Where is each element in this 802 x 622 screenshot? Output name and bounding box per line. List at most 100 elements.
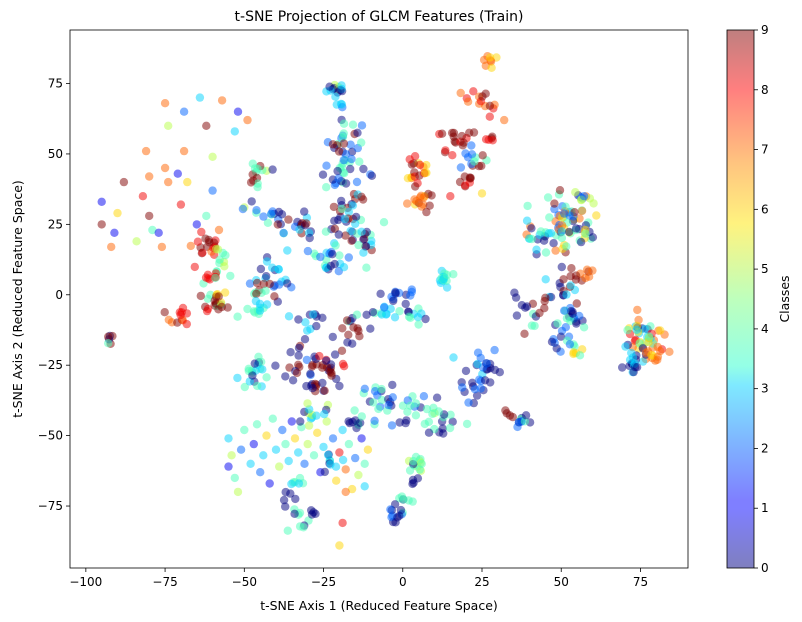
scatter-point xyxy=(582,265,592,274)
scatter-point xyxy=(348,120,358,129)
scatter-point xyxy=(290,509,299,518)
scatter-point xyxy=(321,227,331,236)
scatter-point xyxy=(403,199,412,208)
colorbar-tick-label: 3 xyxy=(761,382,769,396)
scatter-point xyxy=(195,93,205,102)
scatter-point xyxy=(380,303,389,312)
scatter-point xyxy=(366,324,375,333)
scatter-point xyxy=(481,135,491,144)
scatter-point xyxy=(313,428,322,437)
scatter-point xyxy=(369,398,378,407)
scatter-point xyxy=(357,192,366,201)
scatter-point xyxy=(569,348,578,357)
scatter-point xyxy=(487,63,496,72)
scatter-point xyxy=(294,448,303,457)
scatter-point xyxy=(224,462,233,471)
scatter-point xyxy=(401,299,410,309)
scatter-point xyxy=(419,193,428,202)
scatter-point xyxy=(224,434,233,443)
scatter-point xyxy=(245,279,255,288)
scatter-point xyxy=(541,275,550,284)
scatter-point xyxy=(357,412,366,421)
scatter-point xyxy=(571,188,580,197)
scatter-point xyxy=(230,127,239,136)
scatter-point xyxy=(250,359,259,368)
scatter-point xyxy=(561,202,570,211)
scatter-point xyxy=(303,326,312,335)
scatter-point xyxy=(221,251,230,260)
scatter-point xyxy=(154,228,163,237)
scatter-point xyxy=(281,487,290,497)
colorbar-label: Classes xyxy=(777,275,792,322)
scatter-point xyxy=(485,101,495,111)
scatter-point xyxy=(344,330,353,339)
scatter-point xyxy=(281,502,290,511)
scatter-point xyxy=(391,288,400,297)
scatter-point xyxy=(557,262,566,272)
scatter-point xyxy=(467,141,476,150)
scatter-point xyxy=(505,411,515,420)
scatter-point xyxy=(267,209,276,218)
scatter-point xyxy=(490,365,500,375)
scatter-point xyxy=(290,434,300,443)
chart-title: t-SNE Projection of GLCM Features (Train… xyxy=(235,9,524,25)
scatter-point xyxy=(309,451,319,460)
scatter-point xyxy=(97,197,106,206)
scatter-point xyxy=(110,228,119,237)
scatter-point xyxy=(374,404,383,414)
y-tick-label: −75 xyxy=(38,499,63,513)
scatter-point xyxy=(270,292,279,301)
scatter-point xyxy=(421,314,430,324)
scatter-point xyxy=(437,129,447,138)
y-tick-label: −50 xyxy=(38,429,63,443)
scatter-point xyxy=(339,119,349,128)
scatter-point xyxy=(119,177,129,187)
scatter-point xyxy=(406,313,415,322)
scatter-point xyxy=(256,468,265,477)
scatter-point xyxy=(476,353,485,363)
scatter-point xyxy=(467,150,477,159)
scatter-point xyxy=(485,53,495,62)
scatter-point xyxy=(490,345,499,355)
scatter-point xyxy=(233,373,242,383)
scatter-point xyxy=(346,140,355,149)
scatter-point xyxy=(399,495,408,504)
scatter-point xyxy=(283,526,292,535)
scatter-point xyxy=(338,455,348,465)
x-tick-label: −50 xyxy=(232,575,257,589)
scatter-point xyxy=(138,192,148,201)
scatter-point xyxy=(334,147,344,156)
scatter-point xyxy=(294,351,303,360)
scatter-point xyxy=(286,348,295,357)
scatter-point xyxy=(560,306,569,315)
scatter-point xyxy=(337,346,347,355)
scatter-point xyxy=(577,206,587,216)
scatter-point xyxy=(211,273,220,283)
scatter-point xyxy=(179,107,189,116)
scatter-point xyxy=(354,470,363,480)
scatter-point xyxy=(350,406,359,415)
scatter-point xyxy=(411,182,420,191)
scatter-point xyxy=(465,128,474,137)
scatter-point xyxy=(301,318,310,327)
scatter-point xyxy=(579,323,589,332)
scatter-point xyxy=(300,459,309,468)
scatter-point xyxy=(377,395,386,405)
colorbar-tick-label: 2 xyxy=(761,441,769,455)
scatter-point xyxy=(284,456,293,466)
scatter-point xyxy=(279,495,289,505)
scatter-point xyxy=(323,450,333,460)
scatter-point xyxy=(271,361,280,370)
scatter-point xyxy=(470,385,480,394)
scatter-point xyxy=(446,192,455,201)
scatter-point xyxy=(552,344,561,353)
scatter-point xyxy=(262,431,271,440)
scatter-point xyxy=(268,165,277,174)
scatter-point xyxy=(477,161,486,171)
scatter-point xyxy=(460,181,470,190)
scatter-point xyxy=(329,202,339,212)
scatter-point xyxy=(539,236,549,245)
scatter-point xyxy=(335,251,344,260)
scatter-point xyxy=(470,157,479,166)
scatter-point xyxy=(322,183,331,192)
